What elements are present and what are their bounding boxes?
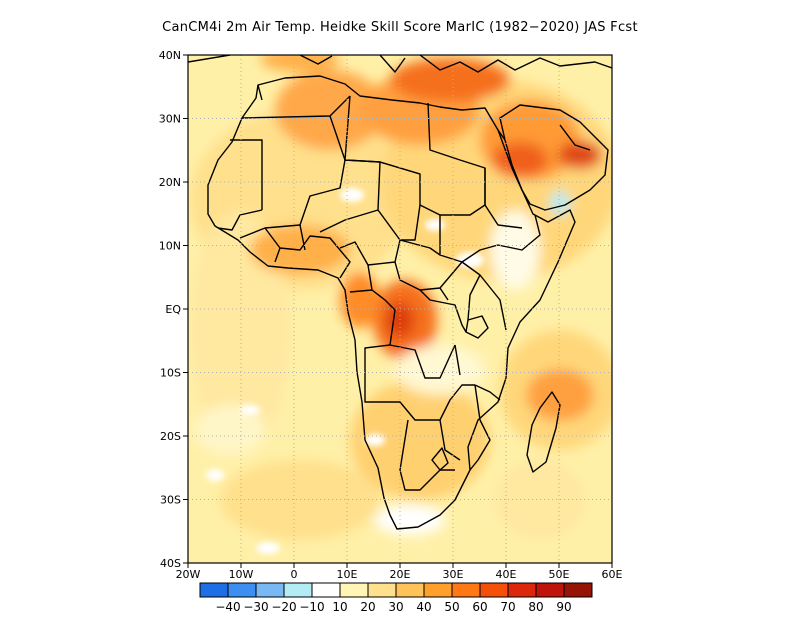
colorbar-label: 20: [360, 600, 375, 614]
grid-lines: [188, 55, 612, 563]
colorbar-swatch: [535, 582, 565, 598]
skill-score-field: [188, 55, 612, 563]
colorbar-swatch: [199, 582, 229, 598]
lon-label: 20E: [390, 568, 411, 581]
longitude-labels: 20W 10W 0 10E 20E 30E 40E 50E 60E: [176, 568, 623, 581]
colorbar: −40 −30 −20 −10 10 20 30 40 50 60 70 80 …: [199, 582, 593, 614]
colorbar-swatch: [451, 582, 481, 598]
lat-label: 30N: [159, 113, 181, 126]
lat-label: 20N: [159, 176, 181, 189]
lat-label: 30S: [160, 494, 181, 507]
map-title: CanCM4i 2m Air Temp. Heidke Skill Score …: [162, 20, 638, 35]
lat-label: 40S: [160, 557, 181, 570]
colorbar-swatch: [311, 582, 341, 598]
coastline-borders: [188, 55, 612, 530]
lon-label: 40E: [496, 568, 517, 581]
colorbar-swatch: [283, 582, 313, 598]
colorbar-label: 70: [500, 600, 515, 614]
colorbar-label: −10: [299, 600, 324, 614]
colorbar-swatch: [339, 582, 369, 598]
madagascar-coastline: [526, 391, 561, 473]
southern-europe-coastline: [188, 55, 612, 73]
lat-label: 40N: [159, 49, 181, 62]
colorbar-label: 30: [388, 600, 403, 614]
colorbar-label: 80: [528, 600, 543, 614]
lon-label: 20W: [176, 568, 201, 581]
colorbar-swatch: [395, 582, 425, 598]
lat-label: 10S: [160, 367, 181, 380]
colorbar-labels: −40 −30 −20 −10 10 20 30 40 50 60 70 80 …: [215, 600, 571, 614]
colorbar-swatch: [367, 582, 397, 598]
lake-victoria: [465, 315, 489, 339]
colorbar-swatch: [227, 582, 257, 598]
colorbar-label: 50: [444, 600, 459, 614]
colorbar-swatch: [479, 582, 509, 598]
colorbar-label: −40: [215, 600, 240, 614]
colorbar-label: −20: [271, 600, 296, 614]
lon-label: 10E: [337, 568, 358, 581]
colorbar-label: 10: [332, 600, 347, 614]
colorbar-label: 90: [556, 600, 571, 614]
colorbar-label: 40: [416, 600, 431, 614]
colorbar-boxes: [199, 582, 593, 598]
lon-label: 50E: [549, 568, 570, 581]
lon-label: 60E: [602, 568, 623, 581]
africa-coastline: [207, 75, 576, 530]
lat-label: 10N: [159, 240, 181, 253]
lat-label: 20S: [160, 430, 181, 443]
colorbar-label: 60: [472, 600, 487, 614]
colorbar-swatch: [563, 582, 593, 598]
colorbar-swatch: [423, 582, 453, 598]
lon-label: 10W: [229, 568, 254, 581]
lat-label: EQ: [165, 303, 181, 316]
colorbar-swatch: [255, 582, 285, 598]
colorbar-swatch: [507, 582, 537, 598]
axis-ticks: [183, 54, 613, 568]
lon-label: 30E: [443, 568, 464, 581]
lon-label: 0: [291, 568, 298, 581]
arabia-coastline: [499, 104, 609, 211]
colorbar-label: −30: [243, 600, 268, 614]
latitude-labels: 40N 30N 20N 10N EQ 10S 20S 30S 40S: [159, 49, 182, 570]
